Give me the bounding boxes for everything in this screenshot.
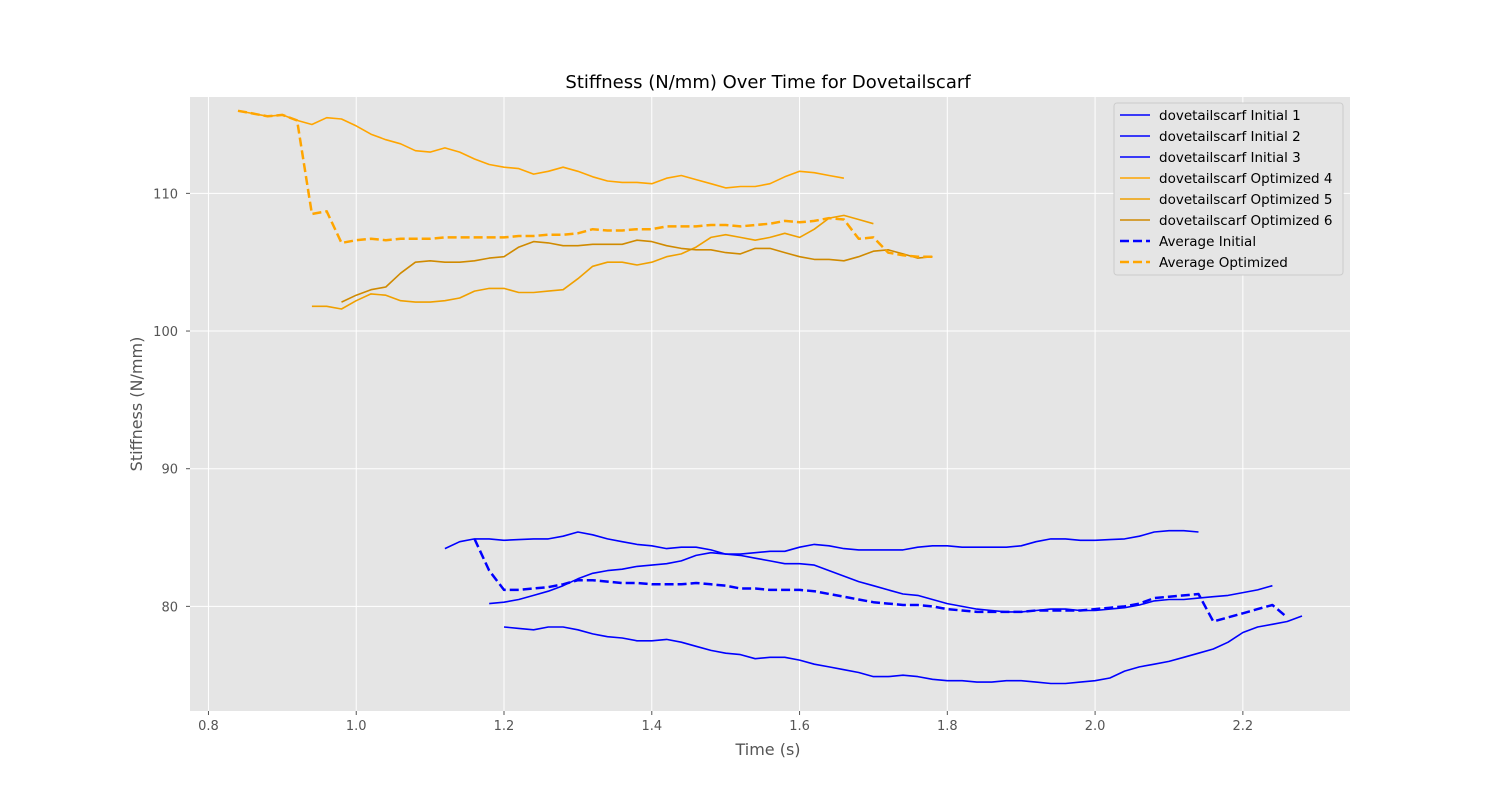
series-line-dovetailscarf-optimized-5 bbox=[311, 214, 874, 310]
y-tick-label: 90 bbox=[161, 463, 178, 478]
legend-box bbox=[1113, 102, 1344, 276]
x-tick-label: 2.2 bbox=[1233, 719, 1254, 734]
y-tick-label: 80 bbox=[161, 600, 178, 615]
series-line-dovetailscarf-optimized-4 bbox=[237, 110, 845, 189]
series-layer bbox=[237, 109, 1303, 685]
x-tick-label: 2.0 bbox=[1085, 719, 1106, 734]
series-line-dovetailscarf-initial-1 bbox=[444, 529, 1199, 555]
legend-label: dovetailscarf Initial 2 bbox=[1159, 129, 1301, 145]
legend-label: dovetailscarf Initial 3 bbox=[1159, 150, 1301, 166]
x-tick-labels: 0.8 1.0 1.2 1.4 1.6 1.8 2.0 2.2 bbox=[198, 711, 1253, 734]
legend-label: dovetailscarf Initial 1 bbox=[1159, 108, 1301, 124]
legend-label: dovetailscarf Optimized 4 bbox=[1159, 171, 1333, 187]
x-tick-label: 0.8 bbox=[198, 719, 219, 734]
y-tick-label: 110 bbox=[153, 187, 178, 202]
series-line-dovetailscarf-initial-3 bbox=[503, 615, 1303, 685]
series-line-dovetailscarf-optimized-6 bbox=[341, 239, 933, 303]
series-line-average-optimized bbox=[237, 109, 933, 258]
legend-label: dovetailscarf Optimized 5 bbox=[1159, 192, 1333, 208]
y-axis-label: Stiffness (N/mm) bbox=[127, 337, 146, 472]
y-tick-label: 100 bbox=[153, 325, 178, 340]
x-axis-label: Time (s) bbox=[734, 740, 800, 759]
legend-label: dovetailscarf Optimized 6 bbox=[1159, 213, 1333, 229]
legend-items: dovetailscarf Initial 1 dovetailscarf Ini… bbox=[1120, 108, 1333, 271]
chart-title: Stiffness (N/mm) Over Time for Dovetails… bbox=[565, 72, 971, 93]
legend-label: Average Initial bbox=[1159, 234, 1256, 250]
x-tick-label: 1.8 bbox=[937, 719, 958, 734]
x-tick-label: 1.2 bbox=[494, 719, 515, 734]
legend: dovetailscarf Initial 1 dovetailscarf Ini… bbox=[1113, 102, 1344, 276]
legend-label: Average Optimized bbox=[1159, 255, 1288, 271]
x-tick-label: 1.4 bbox=[641, 719, 662, 734]
y-tick-labels: 80 90 100 110 bbox=[153, 187, 190, 615]
x-tick-label: 1.0 bbox=[346, 719, 367, 734]
series-line-dovetailscarf-initial-2 bbox=[489, 551, 1273, 613]
x-tick-label: 1.6 bbox=[789, 719, 810, 734]
